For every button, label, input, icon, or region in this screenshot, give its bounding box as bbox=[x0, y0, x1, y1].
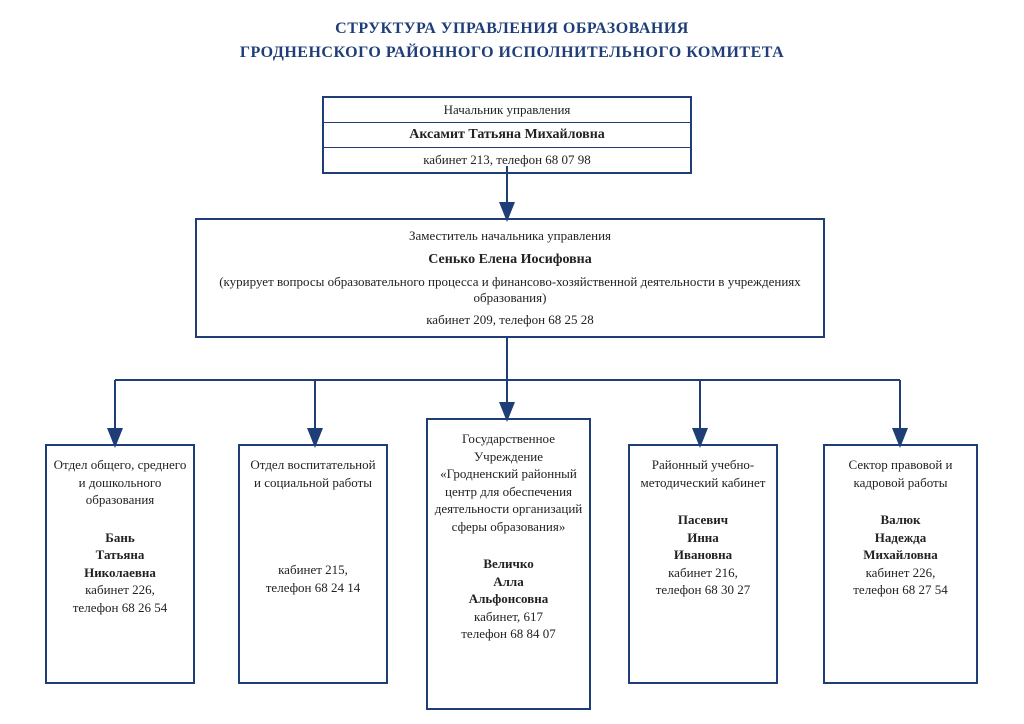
department-person-name: Инна bbox=[636, 529, 770, 547]
head-box: Начальник управления Аксамит Татьяна Мих… bbox=[322, 96, 692, 174]
deputy-name: Сенько Елена Иосифовна bbox=[197, 248, 823, 272]
department-person-name: Николаевна bbox=[53, 564, 187, 582]
department-contact: телефон 68 27 54 bbox=[831, 581, 970, 599]
department-person-name: Пасевич bbox=[636, 511, 770, 529]
title-line-2: ГРОДНЕНСКОГО РАЙОННОГО ИСПОЛНИТЕЛЬНОГО К… bbox=[30, 44, 994, 62]
department-box: Отдел общего, среднего и дошкольного обр… bbox=[45, 444, 195, 684]
head-role: Начальник управления bbox=[324, 98, 690, 122]
department-title: Отдел общего, среднего и дошкольного обр… bbox=[53, 456, 187, 509]
deputy-note: (курирует вопросы образовательного проце… bbox=[197, 272, 823, 308]
page-title-block: СТРУКТУРА УПРАВЛЕНИЯ ОБРАЗОВАНИЯ ГРОДНЕН… bbox=[30, 20, 994, 62]
deputy-box: Заместитель начальника управления Сенько… bbox=[195, 218, 825, 338]
department-box: Государственное Учреждение «Гродненский … bbox=[426, 418, 591, 710]
department-person-name: Валюк bbox=[831, 511, 970, 529]
department-contact: кабинет 226, bbox=[53, 581, 187, 599]
department-contact: телефон 68 84 07 bbox=[434, 625, 583, 643]
department-person-name: Михайловна bbox=[831, 546, 970, 564]
department-contact: кабинет 215, bbox=[246, 561, 380, 579]
department-title: Сектор правовой и кадровой работы bbox=[831, 456, 970, 491]
department-person-name: Бань bbox=[53, 529, 187, 547]
department-title: Государственное Учреждение «Гродненский … bbox=[434, 430, 583, 535]
department-box: Отдел воспитательной и социальной работы… bbox=[238, 444, 388, 684]
department-contact: кабинет, 617 bbox=[434, 608, 583, 626]
department-person-name: Альфонсовна bbox=[434, 590, 583, 608]
department-title: Районный учебно-методический кабинет bbox=[636, 456, 770, 491]
title-line-1: СТРУКТУРА УПРАВЛЕНИЯ ОБРАЗОВАНИЯ bbox=[30, 20, 994, 38]
department-contact: кабинет 226, bbox=[831, 564, 970, 582]
department-contact: кабинет 216, bbox=[636, 564, 770, 582]
department-person-name: Алла bbox=[434, 573, 583, 591]
department-box: Районный учебно-методический кабинет Пасе… bbox=[628, 444, 778, 684]
deputy-role: Заместитель начальника управления bbox=[197, 220, 823, 248]
department-contact: телефон 68 24 14 bbox=[246, 579, 380, 597]
department-contact: телефон 68 26 54 bbox=[53, 599, 187, 617]
department-person-name: Надежда bbox=[831, 529, 970, 547]
department-title: Отдел воспитательной и социальной работы bbox=[246, 456, 380, 491]
head-name: Аксамит Татьяна Михайловна bbox=[324, 122, 690, 147]
deputy-contact: кабинет 209, телефон 68 25 28 bbox=[197, 308, 823, 336]
department-person-name: Величко bbox=[434, 555, 583, 573]
department-person-name: Ивановна bbox=[636, 546, 770, 564]
department-person-name: Татьяна bbox=[53, 546, 187, 564]
department-box: Сектор правовой и кадровой работы ВалюкНа… bbox=[823, 444, 978, 684]
department-contact: телефон 68 30 27 bbox=[636, 581, 770, 599]
head-contact: кабинет 213, телефон 68 07 98 bbox=[324, 147, 690, 172]
